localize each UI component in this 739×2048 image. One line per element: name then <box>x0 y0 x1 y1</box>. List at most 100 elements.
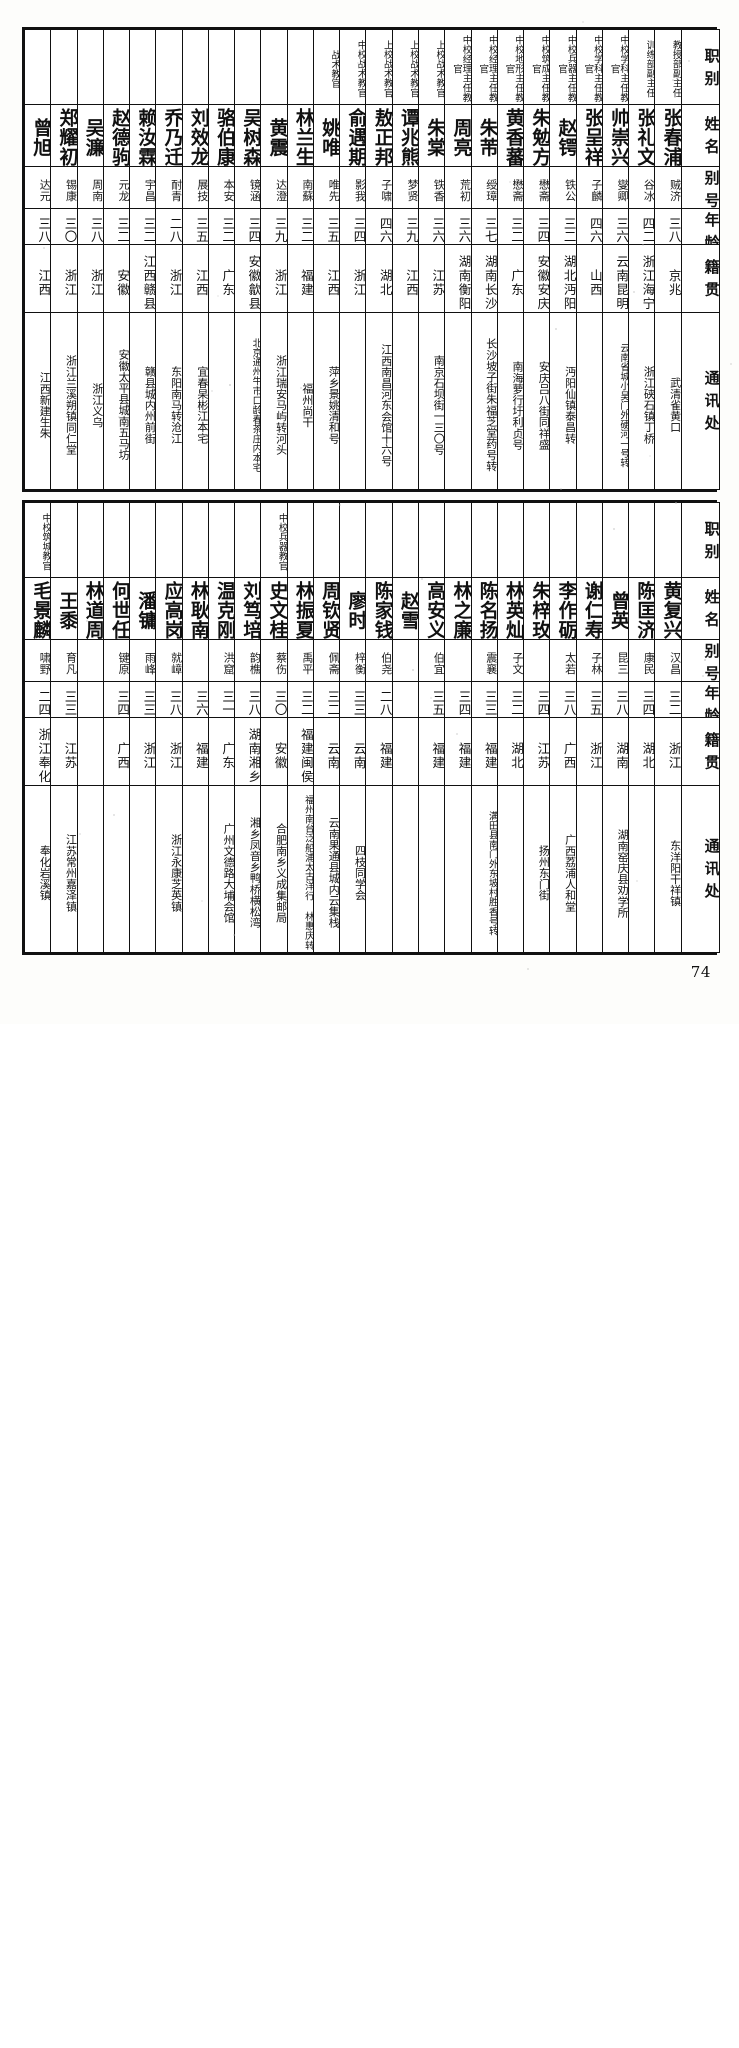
cell-alias-top-9: 达澄 <box>261 167 287 209</box>
cell-age-top-15: 三六 <box>418 209 444 245</box>
paper-speck <box>672 79 674 81</box>
cell-name-top-22: 帅崇兴 <box>602 105 628 167</box>
address-text: 江西新建生朱 <box>25 313 50 490</box>
native-text: 江西 <box>314 245 339 313</box>
address-text: 沔阳仙镇泰昌转 <box>550 313 575 490</box>
name-text: 乔乃迁 <box>156 105 181 167</box>
cell-native-top-21: 山西 <box>576 245 602 313</box>
native-text: 广西 <box>550 718 575 786</box>
native-text: 云南 <box>340 718 365 786</box>
title-text <box>288 503 313 577</box>
alias-text: 宇昌 <box>130 167 155 209</box>
title-text <box>130 503 155 577</box>
roster-table-bottom: 中校筑城教官 中校兵器教官 职别 毛景麟 王黍 林道周 何世任 潘镛 应高岗 林耿南 温克刚 刘笃培… <box>22 500 717 955</box>
cell-address-bot-19: 扬州东门街 <box>524 786 550 953</box>
name-text: 陈名扬 <box>472 578 497 640</box>
cell-age-top-18: 三二 <box>497 209 523 245</box>
native-text: 湖北 <box>629 718 654 786</box>
cell-alias-top-6: 展技 <box>182 167 208 209</box>
cell-address-bot-12: 四枝同学会 <box>340 786 366 953</box>
alias-text: 达元 <box>25 167 50 209</box>
alias-text: 子文 <box>498 640 523 682</box>
title-text <box>25 30 50 104</box>
cell-native-bot-15: 福建 <box>418 718 444 786</box>
alias-text <box>393 640 418 682</box>
title-text: 中校兵器教官 <box>261 503 286 577</box>
cell-alias-bot-5: 就嶂 <box>156 640 182 682</box>
row-header-age-bot: 年龄 <box>681 682 719 718</box>
age-text <box>78 682 103 718</box>
native-text: 湖北 <box>498 718 523 786</box>
paper-speck <box>730 363 732 365</box>
title-text <box>51 503 76 577</box>
name-text: 吴树森 <box>235 105 260 167</box>
cell-address-top-20: 沔阳仙镇泰昌转 <box>550 313 576 490</box>
cell-native-top-11: 江西 <box>313 245 339 313</box>
address-text <box>498 786 523 953</box>
name-text: 赵锷 <box>550 105 575 167</box>
age-text: 三二 <box>655 682 680 718</box>
paper-speck <box>233 934 235 936</box>
age-text: 三二 <box>498 682 523 718</box>
cell-title-top-19: 中校筑成主任教官 <box>524 30 550 105</box>
paper-speck <box>339 504 341 506</box>
cell-address-top-23: 浙江硖石镇丁桥 <box>629 313 655 490</box>
age-text: 三八 <box>550 682 575 718</box>
cell-address-top-18: 南海萝行圩利贞号 <box>497 313 523 490</box>
cell-name-top-9: 黄震 <box>261 105 287 167</box>
cell-name-bot-6: 林耿南 <box>182 578 208 640</box>
cell-address-top-11: 萍乡景姚清和号 <box>313 313 339 490</box>
cell-name-top-4: 赖汝霖 <box>130 105 156 167</box>
alias-text: 啸野 <box>25 640 50 682</box>
alias-text: 太若 <box>550 640 575 682</box>
cell-native-bot-5: 浙江 <box>156 718 182 786</box>
row-header-address-bot: 通讯处 <box>681 786 719 953</box>
cell-title-bot-17 <box>471 503 497 578</box>
address-text: 广州文德路大埔会馆 <box>209 786 234 953</box>
native-text: 江西 <box>393 245 418 313</box>
cell-age-bot-4: 三三 <box>130 682 156 718</box>
cell-address-bot-2 <box>77 786 103 953</box>
paper-speck <box>642 244 644 246</box>
name-text: 谢仁寿 <box>577 578 602 640</box>
cell-age-bot-15: 三五 <box>418 682 444 718</box>
row-native-top: 江西 浙江 浙江 安徽 江西赣县 浙江 江西 广东 安徽歙县 浙江 福建 江西 浙江 湖北 江西 江苏 湖南衡阳… <box>25 245 720 313</box>
cell-title-top-1 <box>51 30 77 105</box>
cell-name-top-6: 刘效龙 <box>182 105 208 167</box>
cell-native-bot-21: 浙江 <box>576 718 602 786</box>
paper-speck <box>675 502 677 504</box>
title-text: 教授部副主任 <box>655 30 680 104</box>
name-text: 敖正邦 <box>366 105 391 167</box>
cell-title-bot-11 <box>313 503 339 578</box>
age-text: 三六 <box>419 209 444 245</box>
row-native-bottom: 浙江奉化 江苏 广西 浙江 浙江 福建 广东 湖南湘乡 安徽 福建闽侯 云南 云南 福建 福建 福建 福建 湖北… <box>25 718 720 786</box>
address-text: 四枝同学会 <box>340 786 365 953</box>
alias-text: 伯尧 <box>366 640 391 682</box>
name-text: 朱梓玫 <box>524 578 549 640</box>
row-header-label: 职别 <box>682 30 719 105</box>
paper-speck <box>421 578 423 580</box>
native-text: 广东 <box>498 245 523 313</box>
name-text: 王黍 <box>51 578 76 640</box>
cell-age-bot-3: 三四 <box>103 682 129 718</box>
address-text: 东阳南马转沧江 <box>156 313 181 490</box>
row-header-label: 别号 <box>682 640 719 682</box>
alias-text: 子麟 <box>577 167 602 209</box>
cell-address-bot-3 <box>103 786 129 953</box>
cell-native-bot-9: 安徽 <box>261 718 287 786</box>
address-text: 南海萝行圩利贞号 <box>498 313 523 490</box>
cell-alias-top-2: 周南 <box>77 167 103 209</box>
cell-title-top-15: 上校战术教官 <box>418 30 444 105</box>
cell-address-bot-16 <box>445 786 471 953</box>
row-header-label: 籍贯 <box>682 718 719 786</box>
title-text: 中校战术教官 <box>340 30 365 104</box>
native-text: 京兆 <box>655 245 680 313</box>
native-text: 湖南 <box>603 718 628 786</box>
alias-text: 雨峰 <box>130 640 155 682</box>
cell-alias-bot-16 <box>445 640 471 682</box>
cell-native-top-4: 江西赣县 <box>130 245 156 313</box>
title-text <box>445 503 470 577</box>
age-text: 三八 <box>603 682 628 718</box>
title-text <box>156 503 181 577</box>
alias-text: 禹平 <box>288 640 313 682</box>
